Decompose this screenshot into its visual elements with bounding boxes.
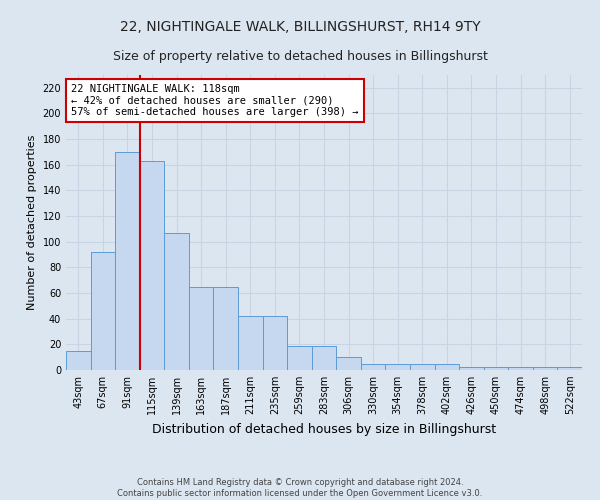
Bar: [189, 286, 214, 370]
X-axis label: Distribution of detached houses by size in Billingshurst: Distribution of detached houses by size …: [152, 422, 496, 436]
Bar: [434, 364, 459, 370]
Bar: [312, 346, 336, 370]
Bar: [287, 346, 312, 370]
Text: 22, NIGHTINGALE WALK, BILLINGSHURST, RH14 9TY: 22, NIGHTINGALE WALK, BILLINGSHURST, RH1…: [119, 20, 481, 34]
Bar: [214, 286, 238, 370]
Bar: [557, 368, 582, 370]
Bar: [361, 364, 385, 370]
Bar: [238, 316, 263, 370]
Bar: [115, 152, 140, 370]
Y-axis label: Number of detached properties: Number of detached properties: [27, 135, 37, 310]
Bar: [508, 368, 533, 370]
Bar: [66, 351, 91, 370]
Bar: [410, 364, 434, 370]
Text: Contains HM Land Registry data © Crown copyright and database right 2024.
Contai: Contains HM Land Registry data © Crown c…: [118, 478, 482, 498]
Bar: [459, 368, 484, 370]
Bar: [484, 368, 508, 370]
Text: 22 NIGHTINGALE WALK: 118sqm
← 42% of detached houses are smaller (290)
57% of se: 22 NIGHTINGALE WALK: 118sqm ← 42% of det…: [71, 84, 359, 117]
Bar: [164, 233, 189, 370]
Bar: [533, 368, 557, 370]
Bar: [336, 357, 361, 370]
Bar: [91, 252, 115, 370]
Bar: [263, 316, 287, 370]
Bar: [385, 364, 410, 370]
Bar: [140, 161, 164, 370]
Text: Size of property relative to detached houses in Billingshurst: Size of property relative to detached ho…: [113, 50, 487, 63]
